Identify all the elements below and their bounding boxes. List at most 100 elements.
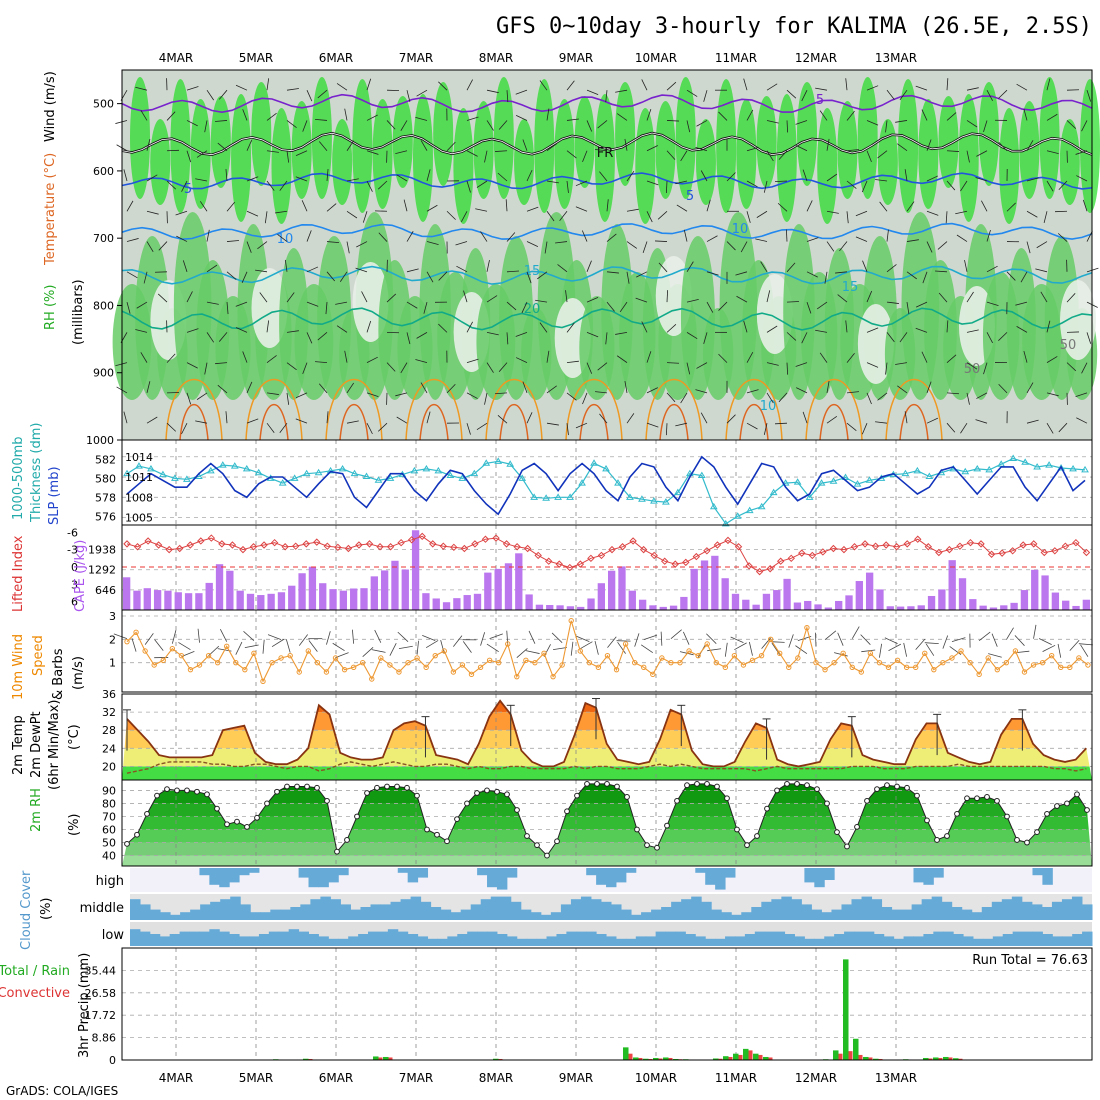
wind-barb	[566, 322, 575, 333]
wind-barb	[946, 112, 957, 121]
cloud-cover-bar	[308, 868, 319, 888]
wind-speed-point	[786, 664, 792, 671]
wind-speed-point	[831, 659, 837, 666]
thickness-point	[614, 479, 622, 486]
wind-speed-point	[187, 666, 194, 673]
cape-bar	[277, 592, 286, 610]
cloud-cover-bar	[824, 868, 835, 880]
wind-barb	[886, 332, 895, 343]
cape-bar	[1010, 602, 1018, 610]
li-tick: 3	[71, 578, 78, 591]
cape-tick: 646	[95, 584, 116, 597]
cloud-cover-bar	[480, 899, 492, 920]
wind-barb	[346, 420, 359, 424]
cape-bar	[752, 604, 760, 610]
wind-barb	[566, 392, 577, 401]
thickness-point	[961, 467, 970, 475]
wind-speed-point	[414, 655, 420, 661]
temp-contour-inner	[121, 132, 1093, 156]
wind-speed-point	[233, 659, 239, 666]
wind-barb	[266, 320, 270, 333]
wind-barb	[897, 143, 908, 152]
li-point	[302, 540, 310, 548]
wind-barb	[186, 392, 192, 405]
wind-barb-10m	[332, 642, 345, 652]
cloud-cover-bar	[400, 899, 412, 920]
warm-contour-inner	[819, 404, 849, 441]
cloud-cover-bar	[794, 936, 805, 946]
li-point	[703, 547, 711, 555]
wind-barb-10m	[949, 646, 962, 655]
wind-speed-point	[251, 650, 257, 657]
wind-speed-point	[1067, 664, 1073, 671]
wind-barb	[785, 229, 788, 242]
rh-point	[454, 816, 460, 822]
wind-speed-point	[713, 659, 719, 666]
cloud-cover-bar	[1042, 868, 1053, 885]
wind-barb	[700, 170, 708, 182]
rh-point	[734, 826, 740, 833]
cloud-cover-bar	[971, 912, 983, 920]
cape-bar	[783, 578, 791, 610]
cloud-cover-bar	[150, 909, 161, 920]
cape-bar	[804, 600, 812, 610]
rh-blob-high	[837, 101, 858, 199]
wind-barb	[746, 109, 754, 121]
wind-barb	[886, 89, 895, 100]
temp-band	[122, 700, 1092, 713]
wind-barb	[566, 423, 569, 436]
rh-point	[664, 822, 670, 829]
thickness-point	[374, 476, 383, 483]
temp-edge-tick: 36	[102, 688, 116, 701]
li-point	[429, 540, 437, 548]
wind-speed-point	[967, 659, 973, 666]
rh-point	[154, 792, 160, 799]
cloud-cover-bar	[761, 901, 772, 920]
wind-barb	[326, 241, 339, 243]
wind-barb	[866, 327, 879, 333]
wind-barb	[646, 422, 659, 428]
wind-barb	[476, 422, 488, 431]
cloud-cover-bar	[992, 936, 1004, 946]
wind-barb	[521, 301, 528, 314]
wind-speed-point	[931, 666, 937, 673]
wind-barb-10m	[824, 630, 837, 640]
cloud-cover-bar	[841, 904, 852, 920]
li-point	[154, 541, 163, 549]
li-point	[597, 551, 606, 560]
wind-barb	[718, 301, 728, 311]
wind-barb-10m	[706, 633, 717, 644]
date-label-bottom: 11MAR	[715, 1071, 757, 1085]
wind-tick: 1	[109, 657, 116, 670]
wind-barb	[855, 210, 868, 217]
li-tick: -3	[67, 544, 78, 557]
precip-units-label: 3hr Precip (mm)	[77, 953, 92, 1058]
thickness-point	[985, 465, 994, 473]
wind-barb	[115, 362, 128, 367]
wind-barb-10m	[528, 630, 536, 644]
wind-barb	[904, 411, 908, 424]
wind-barb	[396, 174, 408, 182]
cloud-cover-bar	[536, 938, 548, 946]
wind-barb	[966, 150, 970, 163]
cloud-cover-bar	[348, 936, 359, 946]
cloud-cover-bar	[200, 904, 211, 920]
wind-barb	[196, 392, 208, 400]
wind-barb	[998, 383, 1008, 394]
wind-units-label: (m/s)	[71, 656, 86, 690]
wind-speed-point	[405, 659, 411, 666]
wind-barb	[886, 229, 889, 242]
wind-barb	[126, 301, 131, 314]
cloud-cover-bar	[490, 896, 502, 920]
wind-barb	[877, 392, 888, 401]
wind-speed-point	[278, 655, 284, 661]
precip-convective-bar	[838, 1053, 843, 1060]
wind-barb	[966, 362, 978, 370]
rh-point	[204, 791, 210, 798]
wind-speed-point	[369, 676, 375, 682]
wind-barb	[595, 149, 608, 152]
cape-bar	[1020, 590, 1029, 610]
rh-point	[494, 788, 500, 795]
wind-barb	[755, 238, 768, 242]
